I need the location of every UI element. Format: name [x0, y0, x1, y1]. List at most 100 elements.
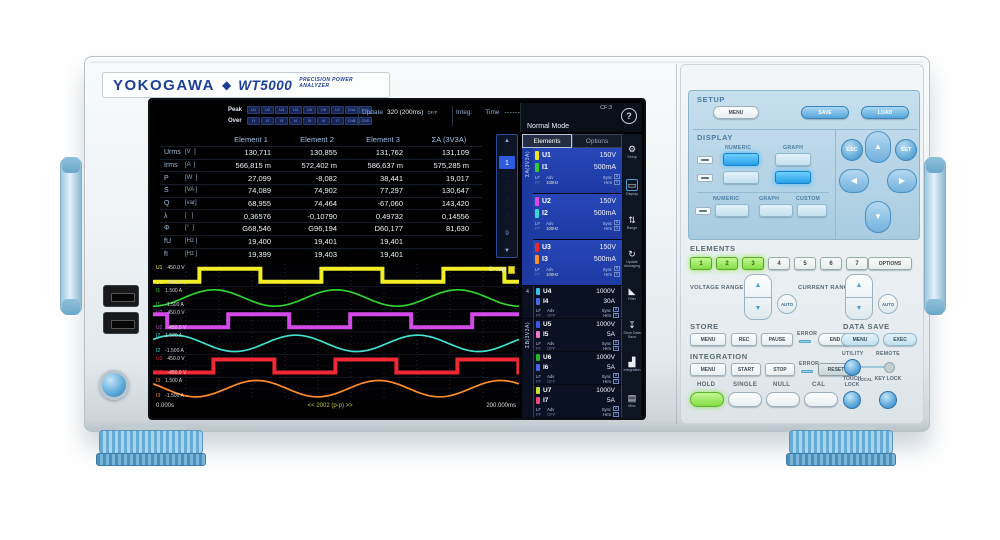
right-handle — [924, 157, 946, 315]
update-value: 320 (200ms) — [386, 109, 424, 116]
element-item[interactable]: U2 150V I2 500mA LF FF Adv 100Hz Sync Hrm U 1 — [533, 194, 622, 240]
voltage-range-up-icon[interactable]: ▲ — [745, 275, 771, 298]
key-lock-button[interactable] — [879, 391, 897, 409]
esc-button[interactable]: ESC — [841, 139, 863, 161]
page-down-icon[interactable]: ▼ — [504, 248, 510, 254]
integration-menu-button[interactable]: MENU — [690, 363, 726, 376]
element-item[interactable]: U1 150V I1 500mA LF FF Adv 100Hz Sync Hrm U 1 — [533, 148, 622, 194]
current-channel-label: I6 — [543, 363, 549, 371]
adv-setting: Adv OFF — [547, 308, 555, 318]
table-cell-value: 572,402 m — [301, 161, 337, 171]
peak-channel-chip: U3 — [275, 105, 288, 114]
element-button-2[interactable]: 2 — [716, 257, 738, 270]
screen-menu-setup[interactable]: ⚙ Setup — [622, 134, 642, 170]
element-button-1[interactable]: 1 — [690, 257, 712, 270]
store-section-label: STORE — [690, 322, 719, 331]
display-indicator-button[interactable] — [695, 207, 711, 215]
store-pause-button[interactable]: PAUSE — [761, 333, 793, 346]
load-button[interactable]: LOAD — [861, 106, 909, 119]
data-save-exec-button[interactable]: EXEC — [883, 333, 917, 346]
tab-elements[interactable]: Elements — [522, 134, 572, 148]
sync-source-box: U — [613, 307, 619, 312]
power-button[interactable] — [99, 370, 129, 400]
numeric-button-row1[interactable] — [723, 153, 759, 166]
numeric-button-row2[interactable] — [723, 171, 759, 184]
save-button[interactable]: SAVE — [801, 106, 849, 119]
screen-menu-range[interactable]: ⇅ Range — [622, 205, 642, 241]
null-button[interactable] — [766, 392, 800, 407]
element-item[interactable]: U6 1000V I6 5A LF FF Adv OFF Sync Hrm U 1 — [533, 352, 622, 385]
screen-menu-display[interactable]: ▭ Display — [622, 170, 642, 206]
store-rec-button[interactable]: REC — [731, 333, 757, 346]
element-item[interactable]: U4 1000V I4 30A LF FF Adv OFF Sync Hrm U 1 — [533, 286, 622, 319]
current-range-rocker[interactable]: ▲ ▼ — [845, 274, 873, 320]
options-button[interactable]: OPTIONS — [868, 257, 912, 270]
nav-up-button[interactable]: ▲ — [865, 131, 891, 163]
current-range-down-icon[interactable]: ▼ — [855, 304, 863, 312]
element-item[interactable]: U3 150V I3 500mA LF FF Adv 100Hz Sync Hrm U 1 — [533, 240, 622, 286]
element-settings-row: LF FF Adv 100Hz Sync Hrm U 1 — [535, 220, 620, 231]
display-indicator-button[interactable] — [697, 156, 713, 164]
nav-left-button[interactable]: ◀ — [839, 169, 869, 193]
scale-value: 1.500 A — [165, 378, 183, 385]
element-button-3[interactable]: 3 — [742, 257, 764, 270]
hold-button[interactable] — [690, 392, 724, 407]
scale-value: 450.0 V — [167, 265, 185, 271]
current-channel-label: I3 — [542, 255, 548, 263]
waveform-scale-top: I3 1.500 A — [156, 378, 182, 384]
integration-start-button[interactable]: START — [731, 363, 761, 376]
display-indicator-button[interactable] — [697, 174, 713, 182]
group-label: Group — [488, 267, 505, 273]
current-page[interactable]: 1 — [499, 155, 515, 169]
touch-lock-button[interactable] — [843, 391, 861, 409]
nav-down-button[interactable]: ▼ — [865, 201, 891, 233]
element-button-5[interactable]: 5 — [794, 257, 816, 270]
lf-label: LF — [536, 340, 541, 346]
element-item[interactable]: U5 1000V I5 5A LF FF Adv OFF Sync Hrm U 1 — [533, 319, 622, 352]
adv-value: 100Hz — [546, 225, 559, 231]
store-menu-button[interactable]: MENU — [690, 333, 726, 346]
current-auto-button[interactable]: AUTO — [878, 294, 898, 314]
integration-stop-button[interactable]: STOP — [765, 363, 795, 376]
setup-menu-button[interactable]: MENU — [713, 106, 759, 119]
adv-value: OFF — [547, 411, 556, 417]
utility-button[interactable] — [844, 359, 861, 376]
voltage-range-down-icon[interactable]: ▼ — [754, 304, 762, 312]
single-button[interactable] — [728, 392, 762, 407]
custom-button-row3[interactable] — [797, 204, 827, 217]
voltage-auto-button[interactable]: AUTO — [777, 294, 797, 314]
element-button-4[interactable]: 4 — [768, 257, 790, 270]
graph-button-row2[interactable] — [775, 171, 811, 184]
numeric-button-row3[interactable] — [715, 204, 749, 217]
table-cell-value: D60,177 — [374, 224, 403, 234]
nav-right-button[interactable]: ▶ — [887, 169, 917, 193]
adv-setting: Adv 100Hz — [546, 267, 558, 277]
element-item[interactable]: U7 1000V I7 5A LF FF Adv OFF Sync Hrm U 1 — [533, 385, 622, 418]
screen-menu-integration[interactable]: ▟ Integration — [622, 347, 642, 383]
table-column-header: Element 2 — [300, 134, 334, 144]
help-icon[interactable]: ? — [621, 108, 637, 124]
screen-menu-store-data-save[interactable]: ↧ Store Data Save — [622, 312, 642, 348]
screen-menu-filter[interactable]: ◣ Filter — [622, 276, 642, 312]
graph-button-row1[interactable] — [775, 153, 811, 166]
page-up-icon[interactable]: ▲ — [504, 138, 510, 144]
screen-menu-misc[interactable]: ▤ Misc — [622, 383, 642, 419]
touch-display[interactable]: Peak U1 U2 U3 U4 U5 U6 U7 ChA ChC Over I1 I2 I3 I4 I… — [148, 98, 646, 420]
data-save-menu-button[interactable]: MENU — [841, 333, 879, 346]
current-range-value: 30A — [603, 297, 615, 305]
element-button-6[interactable]: 6 — [820, 257, 842, 270]
current-range-up-icon[interactable]: ▲ — [846, 275, 872, 298]
cal-button[interactable] — [804, 392, 838, 407]
tab-options[interactable]: Options — [572, 134, 622, 148]
screen-menu-update-averaging[interactable]: ↻ Update Averaging — [622, 241, 642, 277]
voltage-range-value: 1000V — [596, 387, 615, 395]
graph-label: GRAPH — [759, 196, 780, 202]
last-page[interactable]: 9 — [505, 229, 509, 237]
screen-menu-label: Store Data Save — [623, 330, 641, 339]
set-button[interactable]: SET — [895, 139, 917, 161]
element-button-7[interactable]: 7 — [846, 257, 868, 270]
graph-button-row3[interactable] — [759, 204, 793, 217]
voltage-range-rocker[interactable]: ▲ ▼ — [744, 274, 772, 320]
